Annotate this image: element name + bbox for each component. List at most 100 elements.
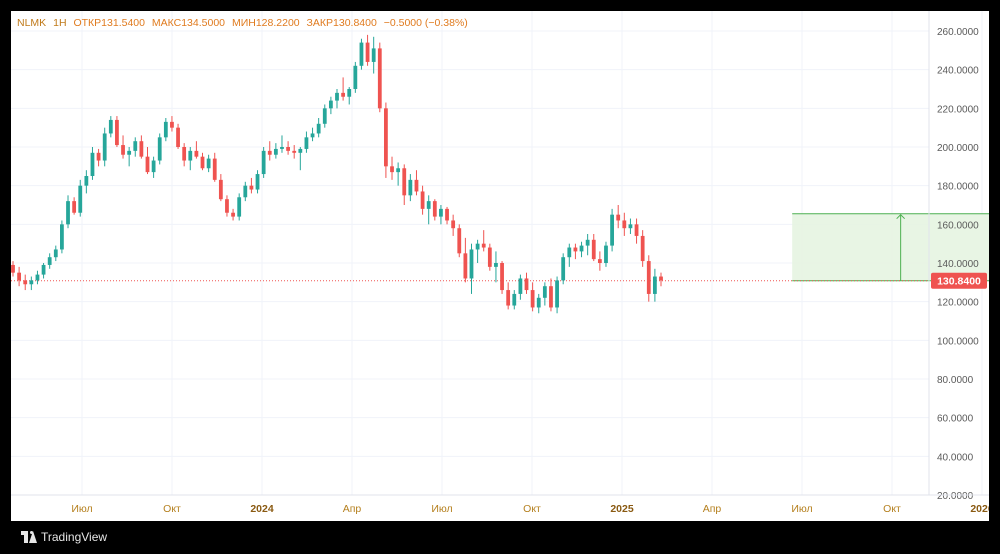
candle [261,147,266,178]
candle-body [659,276,663,281]
candle [151,156,156,178]
candle-body [273,148,278,155]
candle-body [53,249,58,258]
candle [579,241,584,258]
candle-body [286,147,290,151]
candle [255,170,260,194]
target-zone-rect [792,213,989,281]
tradingview-logo[interactable]: TradingView [21,530,107,544]
legend-interval[interactable]: 1H [53,17,67,29]
candle [597,251,602,271]
candle-body [304,137,309,149]
legend-change: −0.5000 (−0.38%) [383,17,468,29]
candle [78,179,83,217]
candle [549,278,553,312]
candle [573,243,578,260]
candle-body [622,220,627,229]
candle [273,143,278,159]
candle [341,77,346,101]
footer-bar: TradingView [11,521,989,554]
candle-body [176,127,180,147]
candle [310,127,315,142]
candle-body [237,197,242,217]
candlestick-chart[interactable]: 260.0000 240.0000 220.0000 200.0000 180.0000… [11,11,989,521]
candle [115,116,119,147]
candle [591,234,596,262]
candle-body [628,224,633,229]
target-arrow-head [896,213,906,220]
x-tick-label: 2025 [610,503,634,515]
candle-body [322,108,327,124]
price-axis[interactable]: 260.0000 240.0000 220.0000 200.0000 180.0000… [928,11,987,502]
candle-body [255,174,260,190]
candle-body [102,133,107,161]
candle [390,156,394,180]
candle [420,185,425,215]
candle-body [47,257,52,265]
candle-body [206,158,211,169]
candle-body [573,247,578,252]
candle-body [267,150,272,155]
candle [536,293,541,314]
candle [457,224,462,258]
candle [616,205,621,229]
legend-symbol[interactable]: NLMK [17,17,47,29]
candle [463,237,468,283]
candle-body [212,158,217,180]
candle-body [475,243,480,250]
candle-body [463,253,468,279]
candle [243,181,248,202]
candle [542,282,547,306]
time-axis[interactable]: Июл Окт 2024 Апр Июл Окт 2025 Апр Июл Окт 2026 [11,494,989,515]
candle [469,243,474,294]
candle-body [163,121,168,138]
candle-body [316,123,321,134]
candle-body [139,141,144,157]
candle-body [487,247,492,267]
candle-body [414,179,419,192]
candle-body [121,145,125,155]
candle [481,230,486,252]
candle [555,276,559,314]
candle-body [353,65,358,89]
candle [72,197,77,215]
candle-body [280,147,284,149]
candle [610,208,614,252]
candle-body [426,201,431,209]
x-tick-label: Июл [791,503,812,515]
y-tick-label: 80.0000 [937,375,974,386]
x-tick-label: Июл [71,503,92,515]
candle [512,290,517,310]
candle-body [108,119,113,134]
candle [487,243,492,271]
y-tick-label: 180.0000 [937,182,979,193]
x-tick-label: 2024 [250,503,274,515]
legend-high: МАКС134.5000 [151,17,226,29]
candle [304,131,309,153]
candle [561,253,566,285]
candle-body [390,166,394,173]
y-tick-label: 20.0000 [937,491,974,502]
candle [127,147,132,167]
x-tick-label: Июл [431,503,452,515]
candle-body [524,278,529,291]
candle [530,282,535,312]
candle-body [292,150,297,153]
tradingview-brand-text: TradingView [41,530,108,544]
candle [194,141,199,159]
chart-pane[interactable]: 260.0000 240.0000 220.0000 200.0000 180.0000… [11,11,989,521]
candle [139,135,144,159]
candle [384,102,388,178]
candle [53,245,58,262]
candle-body [23,280,28,285]
candle-body [341,92,346,97]
candle [35,270,40,285]
candle-body [347,89,352,97]
candle [29,276,34,291]
candle [585,234,590,256]
legend-open: ОТКР131.5400 [73,17,145,29]
candle-body [225,199,229,213]
candle-body [60,224,64,250]
candle [41,263,46,279]
